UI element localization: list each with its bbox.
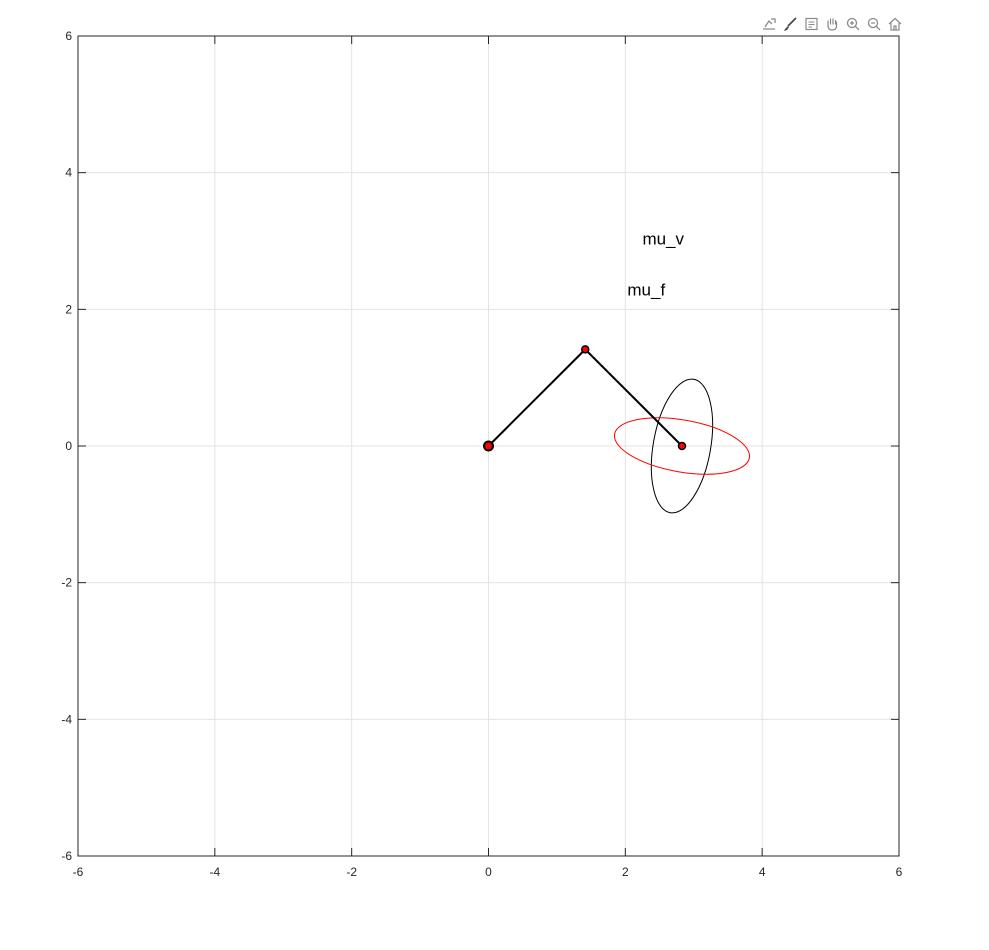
zoom-in-button[interactable]: [844, 14, 862, 34]
x-tick-label: -4: [209, 865, 220, 879]
y-tick-label: 4: [65, 166, 72, 180]
annotation-mu-v: mu_v: [642, 229, 684, 248]
export-button[interactable]: [760, 14, 778, 34]
zoom-in-icon: [846, 17, 860, 31]
export-icon: [763, 18, 776, 30]
x-tick-label: -6: [73, 865, 84, 879]
x-tick-label: -2: [346, 865, 357, 879]
x-tick-label: 0: [485, 865, 492, 879]
arm-joint: [483, 440, 494, 452]
y-tick-label: 6: [65, 29, 72, 43]
annotation-mu-f: mu_f: [627, 281, 665, 300]
plot-area: mu_v mu_f: [483, 229, 751, 514]
brush-button[interactable]: [781, 14, 799, 34]
x-tick-label: 4: [759, 865, 766, 879]
axes-toolbar: [760, 14, 904, 34]
x-tick-label: 2: [622, 865, 629, 879]
home-icon: [888, 17, 902, 31]
y-tick-label: -2: [61, 576, 72, 590]
arm-link: [487, 348, 586, 447]
arm-link: [584, 348, 683, 447]
data-tips-icon: [805, 17, 818, 31]
brush-icon: [784, 17, 797, 31]
arm-joint: [580, 345, 590, 354]
y-tick-label: -6: [61, 849, 72, 863]
axis-ticks: [77, 35, 900, 857]
zoom-out-button[interactable]: [865, 14, 883, 34]
home-button[interactable]: [886, 14, 904, 34]
data-tips-button[interactable]: [802, 14, 820, 34]
pan-button[interactable]: [823, 14, 841, 34]
tick-labels: -6 -4 -2 0 2 4 6 -6 -4 -2 0 2 4 6: [61, 29, 902, 879]
y-tick-label: -4: [61, 712, 72, 726]
x-tick-label: 6: [896, 865, 903, 879]
y-tick-label: 0: [65, 439, 72, 453]
zoom-out-icon: [867, 17, 881, 31]
ellipse-mu-v: [650, 378, 714, 514]
pan-icon: [827, 18, 838, 31]
y-tick-label: 2: [65, 302, 72, 316]
arm-joint: [677, 441, 687, 451]
ellipse-mu-f: [613, 417, 751, 475]
